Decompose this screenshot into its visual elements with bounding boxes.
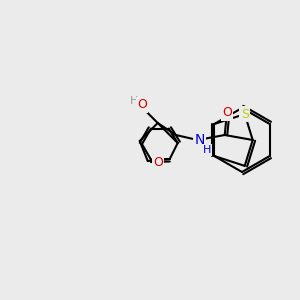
- Text: H: H: [130, 96, 138, 106]
- Text: O: O: [222, 106, 232, 119]
- Text: N: N: [194, 133, 205, 147]
- Text: O: O: [137, 98, 147, 112]
- Text: H: H: [202, 145, 211, 155]
- Text: S: S: [241, 108, 249, 121]
- Text: O: O: [153, 157, 163, 169]
